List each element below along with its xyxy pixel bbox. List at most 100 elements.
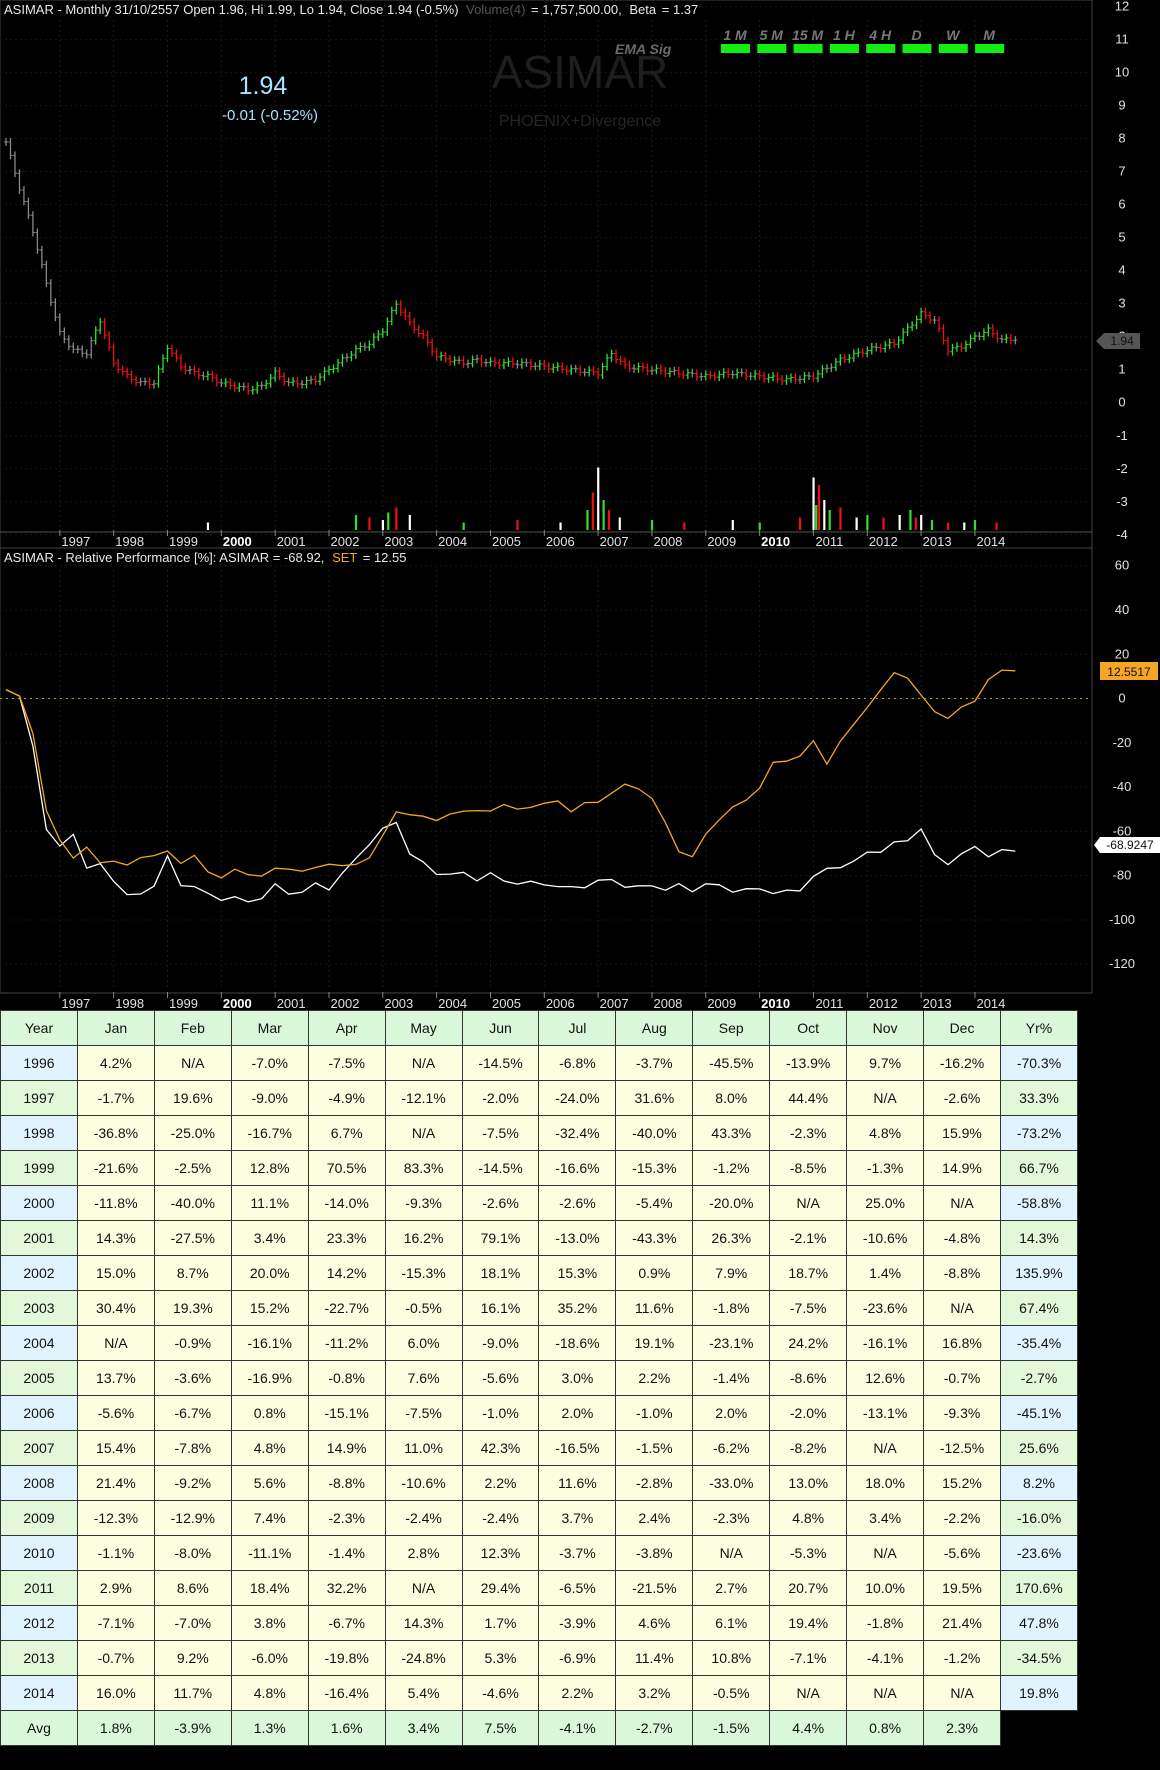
rp-x-tick: 2009	[707, 996, 736, 1010]
table-month-cell: 19.3%	[153, 1290, 232, 1326]
volume-bar	[815, 505, 818, 530]
table-month-cell: -4.1%	[846, 1640, 925, 1676]
volume-bar	[973, 520, 977, 530]
volume-bar	[828, 510, 831, 530]
volume-bar	[930, 520, 934, 530]
table-row: 2009 -12.3% -12.9% 7.4% -2.3% -2.4% -2.4% 3.7% 2…	[0, 1500, 1079, 1536]
rp-set-value: = 12.55	[363, 550, 407, 565]
volume-bar	[963, 522, 966, 530]
price-x-tick: 2000	[223, 534, 252, 549]
table-month-cell: 18.1%	[461, 1255, 540, 1291]
table-month-cell: -10.6%	[384, 1465, 463, 1501]
table-month-cell: -9.3%	[384, 1185, 463, 1221]
table-month-cell: 16.2%	[384, 1220, 463, 1256]
table-month-cell: 15.3%	[538, 1255, 617, 1291]
volume-bar	[395, 507, 398, 530]
volume-bar	[731, 520, 734, 530]
timeframe-signals: 1 M 5 M 15 M 1 H 4 H D W M	[721, 27, 1005, 53]
volume-bar	[798, 517, 802, 530]
volume-value: = 1,757,500.00,	[531, 2, 622, 17]
table-row: 2001 14.3% -27.5% 3.4% 23.3% 16.2% 79.1% -13.0%…	[0, 1220, 1079, 1256]
table-month-cell: -8.8%	[923, 1255, 1001, 1291]
volume-bar	[855, 517, 858, 530]
table-month-cell: 7.9%	[692, 1255, 771, 1291]
table-month-cell: 21.4%	[76, 1465, 155, 1501]
table-month-cell: 7.6%	[384, 1360, 463, 1396]
table-average-cell: 0.8%	[846, 1710, 925, 1746]
table-month-cell: -2.3%	[692, 1500, 771, 1536]
table-month-cell: 18.0%	[846, 1465, 925, 1501]
rp-x-tick: 2001	[277, 996, 306, 1010]
table-month-cell: N/A	[846, 1535, 925, 1571]
table-header-cell: Aug	[615, 1010, 694, 1046]
rp-x-axis: 1997 1998 1999 2000 2001 2002 2003 2004 2005 2006…	[59, 992, 1005, 1010]
table-month-cell: -2.4%	[461, 1500, 540, 1536]
table-body: 1996 4.2% N/A -7.0% -7.5% N/A -14.5% -6.8% -3.7%…	[0, 1045, 1079, 1746]
table-yearly-return-cell: -58.8%	[999, 1185, 1079, 1221]
table-month-cell: 14.9%	[307, 1430, 386, 1466]
table-yearly-return-cell: 33.3%	[999, 1080, 1079, 1116]
table-month-cell: 20.0%	[230, 1255, 309, 1291]
table-month-cell: N/A	[846, 1080, 925, 1116]
table-month-cell: -5.6%	[923, 1535, 1001, 1571]
volume-bar	[618, 517, 621, 530]
table-month-cell: 35.2%	[538, 1290, 617, 1326]
table-yearly-return-cell: -70.3%	[999, 1045, 1079, 1081]
table-month-cell: 15.2%	[923, 1465, 1001, 1501]
table-month-cell: 3.0%	[538, 1360, 617, 1396]
table-month-cell: 2.4%	[615, 1500, 694, 1536]
timeframe-label: 4 H	[868, 27, 892, 43]
table-month-cell: 4.6%	[615, 1605, 694, 1641]
table-month-cell: N/A	[384, 1115, 463, 1151]
table-header-cell: Feb	[153, 1010, 232, 1046]
table-month-cell: -1.2%	[692, 1150, 771, 1186]
table-month-cell: -1.7%	[76, 1080, 155, 1116]
table-header-cell: Sep	[692, 1010, 771, 1046]
price-y-axis: -4-3-2-10123456789101112	[1115, 0, 1129, 542]
timeframe-signal-bar	[938, 44, 968, 53]
table-month-cell: -5.6%	[461, 1360, 540, 1396]
table-month-cell: -6.7%	[307, 1605, 386, 1641]
price-y-tick: 1	[1118, 362, 1125, 377]
rp-x-tick: 2010	[761, 996, 790, 1010]
table-average-cell: Avg	[0, 1710, 78, 1746]
table-month-cell: 14.3%	[384, 1605, 463, 1641]
table-month-cell: 23.3%	[307, 1220, 386, 1256]
table-header-cell: Dec	[923, 1010, 1001, 1046]
volume-bar	[823, 500, 826, 530]
timeframe-label: 1 H	[833, 27, 856, 43]
table-header-row: Year Jan Feb Mar Apr May Jun Jul Aug Sep Oct Nov Dec…	[0, 1010, 1079, 1046]
table-month-cell: -24.8%	[384, 1640, 463, 1676]
table-year-cell: 2001	[0, 1220, 78, 1256]
set-value-marker: 12.5517	[1100, 662, 1158, 680]
rp-y-tick: 60	[1115, 558, 1129, 573]
table-year-cell: 1999	[0, 1150, 78, 1186]
rp-x-tick: 2003	[384, 996, 413, 1010]
table-month-cell: 12.8%	[230, 1150, 309, 1186]
rp-y-tick: 40	[1115, 602, 1129, 617]
table-header-cell: Yr%	[999, 1010, 1079, 1046]
price-x-tick: 2011	[815, 534, 843, 549]
table-month-cell: -7.0%	[153, 1605, 232, 1641]
table-month-cell: 26.3%	[692, 1220, 771, 1256]
table-month-cell: -5.4%	[615, 1185, 694, 1221]
price-x-tick: 2007	[600, 534, 629, 549]
price-x-tick: 2012	[869, 534, 898, 549]
price-y-tick: 10	[1115, 65, 1129, 80]
table-month-cell: 11.1%	[230, 1185, 309, 1221]
table-month-cell: -4.9%	[307, 1080, 386, 1116]
table-month-cell: 11.6%	[615, 1290, 694, 1326]
price-x-tick: 1999	[169, 534, 198, 549]
rp-series-set	[5, 669, 1016, 879]
table-month-cell: -8.6%	[769, 1360, 848, 1396]
table-month-cell: -6.2%	[692, 1430, 771, 1466]
rp-x-tick: 2011	[815, 996, 843, 1010]
table-month-cell: 13.0%	[769, 1465, 848, 1501]
table-month-cell: 25.0%	[846, 1185, 925, 1221]
table-header-cell: Year	[0, 1010, 78, 1046]
table-row: 2008 21.4% -9.2% 5.6% -8.8% -10.6% 2.2% 11.6% -2…	[0, 1465, 1079, 1501]
table-month-cell: -16.1%	[230, 1325, 309, 1361]
rp-x-tick: 1998	[115, 996, 144, 1010]
table-month-cell: 30.4%	[76, 1290, 155, 1326]
volume-bar	[607, 510, 611, 530]
